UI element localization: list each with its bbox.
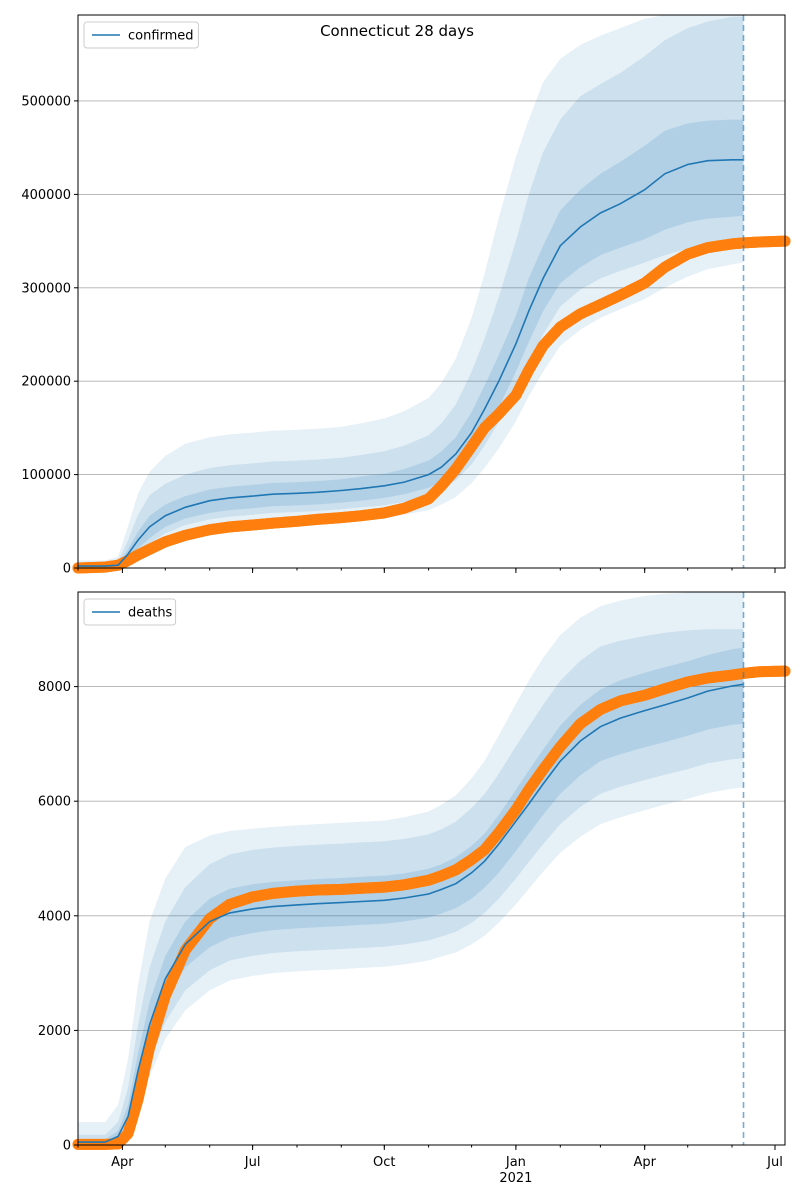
observed-point	[141, 1055, 153, 1066]
observed-point	[152, 1013, 164, 1025]
deaths-legend: deaths	[83, 598, 177, 626]
model-median-line	[78, 683, 744, 1143]
legend-box	[83, 598, 177, 626]
confirmed-panel: 0 100000 200000 300000 400000 500000 confirme…	[21, 14, 791, 577]
band-50	[78, 647, 744, 1144]
x-year-label: 2021	[499, 1171, 532, 1186]
deaths-ticks: 0 2000 4000 6000 8000 Apr Jul Oct Jan Apr Jul 2021	[38, 680, 783, 1186]
observed-points	[72, 665, 791, 1150]
chart-title: Connecticut 28 days	[320, 22, 474, 40]
observed-point	[138, 1067, 150, 1079]
legend-label: confirmed	[128, 29, 194, 44]
y-tick-label: 8000	[38, 680, 71, 695]
y-tick-label: 2000	[38, 1024, 71, 1039]
deaths-axes-frame	[77, 591, 786, 1146]
confirmed-legend: confirmed	[83, 21, 199, 49]
confirmed-axes-frame	[77, 14, 786, 569]
observed-point	[124, 1123, 135, 1135]
y-tick-label: 500000	[21, 94, 71, 109]
band-95	[78, 15, 744, 568]
y-tick-label: 0	[63, 1139, 71, 1154]
observed-point	[135, 1080, 147, 1092]
x-tick-label: Jan	[505, 1155, 526, 1170]
y-tick-label: 100000	[21, 468, 71, 483]
confirmed-series	[72, 15, 791, 574]
axes-frame	[77, 591, 786, 1146]
y-tick-label: 4000	[38, 909, 71, 924]
observed-point	[126, 1113, 138, 1125]
confirmed-uncertainty-bands	[78, 15, 744, 568]
confirmed-gridlines	[78, 100, 785, 476]
x-tick-label: Apr	[111, 1155, 134, 1170]
confirmed-ticks: 0 100000 200000 300000 400000 500000	[21, 94, 776, 577]
observed-points	[72, 235, 791, 574]
band-80	[78, 16, 744, 568]
observed-point	[155, 1004, 167, 1016]
x-tick-label: Jul	[244, 1155, 261, 1170]
y-tick-label: 6000	[38, 795, 71, 810]
legend-label: deaths	[128, 606, 173, 621]
x-tick-label: Apr	[633, 1155, 656, 1170]
band-50	[78, 119, 744, 568]
observed-point	[146, 1032, 158, 1044]
observed-point	[132, 1093, 144, 1105]
axes-frame	[77, 14, 786, 569]
x-tick-label: Jul	[766, 1155, 783, 1170]
deaths-series	[72, 592, 791, 1150]
y-tick-label: 300000	[21, 281, 71, 296]
observed-point	[144, 1042, 156, 1054]
model-median-line	[78, 159, 744, 567]
observed-point	[129, 1103, 141, 1115]
y-tick-label: 200000	[21, 375, 71, 390]
observed-point	[149, 1023, 161, 1035]
y-tick-label: 0	[63, 562, 71, 577]
x-tick-label: Oct	[373, 1155, 395, 1170]
y-tick-label: 400000	[21, 188, 71, 203]
legend-box	[83, 21, 199, 49]
